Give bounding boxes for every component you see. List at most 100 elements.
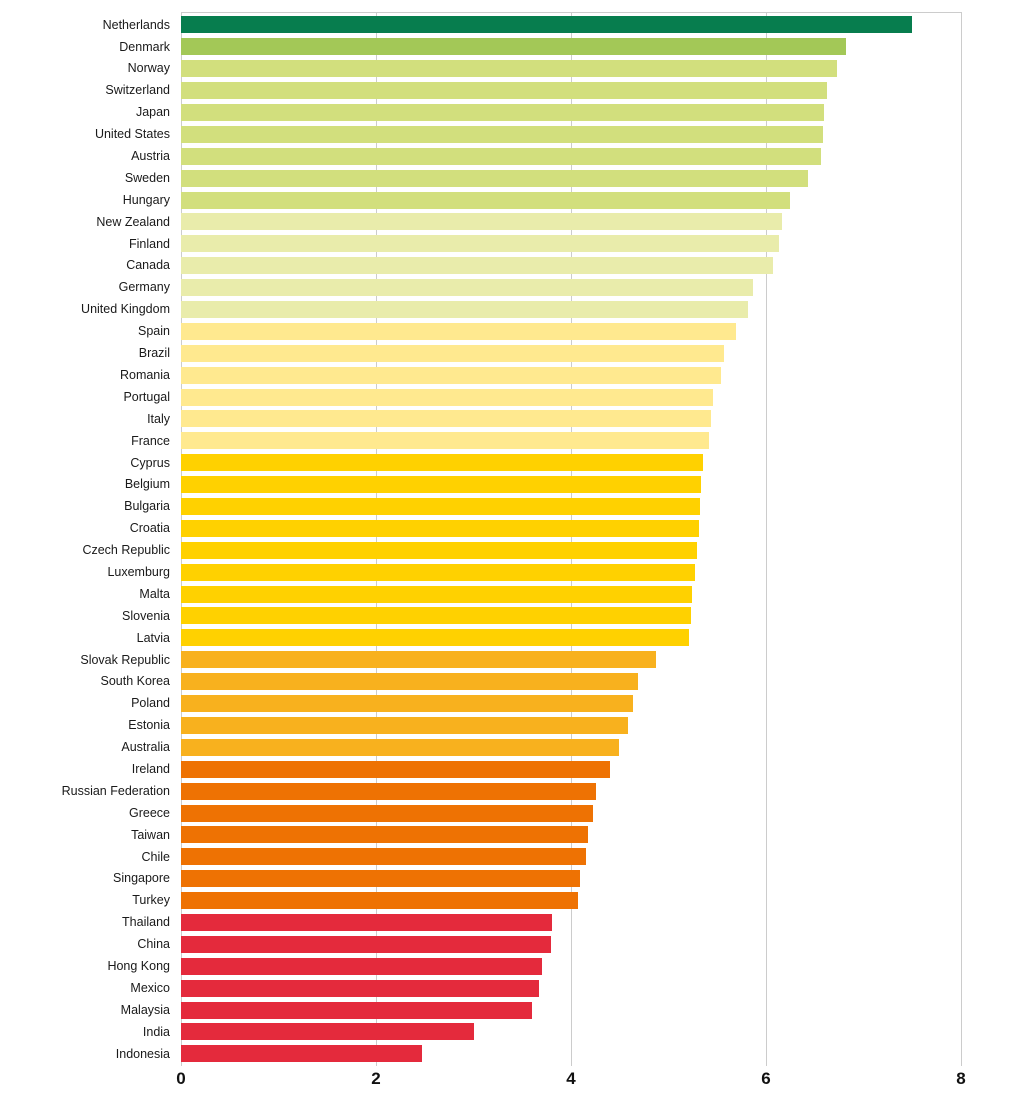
bar-rows: Netherlands Denmark Norway Switzerland Japan…: [0, 14, 1024, 1065]
x-axis: 0 2 4 6 8: [0, 1070, 1024, 1092]
bar: [181, 629, 689, 647]
bar: [181, 147, 821, 165]
bar-track: [181, 344, 1024, 362]
bar-row: Austria: [0, 145, 1024, 167]
bar-row: Japan: [0, 102, 1024, 124]
bar-row: Finland: [0, 233, 1024, 255]
bar-row: United Kingdom: [0, 299, 1024, 321]
bar: [181, 957, 542, 975]
bar-track: [181, 257, 1024, 275]
bar-track: [181, 892, 1024, 910]
bar-track: [181, 957, 1024, 975]
bar-track: [181, 1045, 1024, 1063]
bar-row: Switzerland: [0, 80, 1024, 102]
bar: [181, 1023, 474, 1041]
bar-row: New Zealand: [0, 211, 1024, 233]
category-label: Luxemburg: [107, 564, 170, 579]
category-label: India: [142, 1024, 170, 1039]
bar-row: Brazil: [0, 342, 1024, 364]
category-label: South Korea: [100, 674, 171, 689]
bar-track: [181, 38, 1024, 56]
bar: [181, 716, 628, 734]
bar-track: [181, 935, 1024, 953]
category-label: Switzerland: [105, 83, 170, 98]
category-label: Thailand: [122, 915, 170, 930]
category-label: Russian Federation: [61, 783, 170, 798]
bar: [181, 738, 619, 756]
bar: [181, 979, 539, 997]
category-label: Cyprus: [130, 455, 170, 470]
bar-row: Spain: [0, 320, 1024, 342]
bar-track: [181, 125, 1024, 143]
bar-track: [181, 432, 1024, 450]
bar-track: [181, 16, 1024, 34]
bar-track: [181, 1023, 1024, 1041]
bar-row: Indonesia: [0, 1043, 1024, 1065]
category-label: Japan: [135, 105, 170, 120]
bar: [181, 476, 701, 494]
gridline-x-4: [571, 12, 572, 1066]
category-label: Malta: [139, 586, 170, 601]
category-label: United States: [94, 127, 170, 142]
bar: [181, 279, 754, 297]
category-label: Canada: [126, 258, 170, 273]
category-label: Estonia: [128, 718, 170, 733]
category-label: Bulgaria: [124, 499, 170, 514]
bar-row: India: [0, 1021, 1024, 1043]
category-label: Taiwan: [131, 827, 170, 842]
bar-row: Mexico: [0, 977, 1024, 999]
bar-row: Germany: [0, 277, 1024, 299]
bar: [181, 235, 779, 253]
category-label: France: [131, 433, 170, 448]
category-label: Portugal: [123, 389, 170, 404]
bar-row: Slovenia: [0, 605, 1024, 627]
bar-track: [181, 782, 1024, 800]
bar: [181, 169, 808, 187]
bar-row: Taiwan: [0, 824, 1024, 846]
bar: [181, 301, 749, 319]
category-label: Austria: [131, 149, 170, 164]
bar-row: Singapore: [0, 868, 1024, 890]
bar-row: Greece: [0, 802, 1024, 824]
bar-row: France: [0, 430, 1024, 452]
bar: [181, 541, 697, 559]
x-tick-label: 0: [176, 1069, 186, 1088]
bar-row: Hong Kong: [0, 955, 1024, 977]
bar-track: [181, 104, 1024, 121]
category-label: Latvia: [136, 630, 170, 645]
bar: [181, 673, 639, 691]
bar-track: [181, 235, 1024, 253]
bar: [181, 388, 714, 406]
bar-row: Croatia: [0, 517, 1024, 539]
bar-track: [181, 147, 1024, 165]
bar: [181, 563, 695, 581]
bar-track: [181, 695, 1024, 713]
bar-track: [181, 848, 1024, 866]
category-label: United Kingdom: [81, 302, 170, 317]
category-label: Croatia: [129, 521, 170, 536]
category-label: Netherlands: [102, 17, 170, 32]
category-label: Spain: [138, 324, 170, 339]
category-label: Belgium: [124, 477, 170, 492]
category-label: Mexico: [130, 980, 170, 995]
bar-track: [181, 454, 1024, 472]
bar-row: South Korea: [0, 671, 1024, 693]
bar-track: [181, 301, 1024, 319]
bar: [181, 410, 712, 428]
bar: [181, 366, 722, 384]
category-label: Chile: [141, 849, 171, 864]
bar: [181, 344, 725, 362]
bar-track: [181, 388, 1024, 406]
bar-track: [181, 673, 1024, 691]
category-label: China: [137, 937, 170, 952]
bar-row: Cyprus: [0, 452, 1024, 474]
gridline-x-0: [181, 12, 182, 1066]
bar: [181, 651, 656, 669]
bar-row: Malaysia: [0, 999, 1024, 1021]
bar: [181, 432, 710, 450]
category-label: Hong Kong: [107, 958, 170, 973]
bar-row: Canada: [0, 255, 1024, 277]
category-label: Sweden: [124, 170, 170, 185]
gridline-x-6: [766, 12, 767, 1066]
